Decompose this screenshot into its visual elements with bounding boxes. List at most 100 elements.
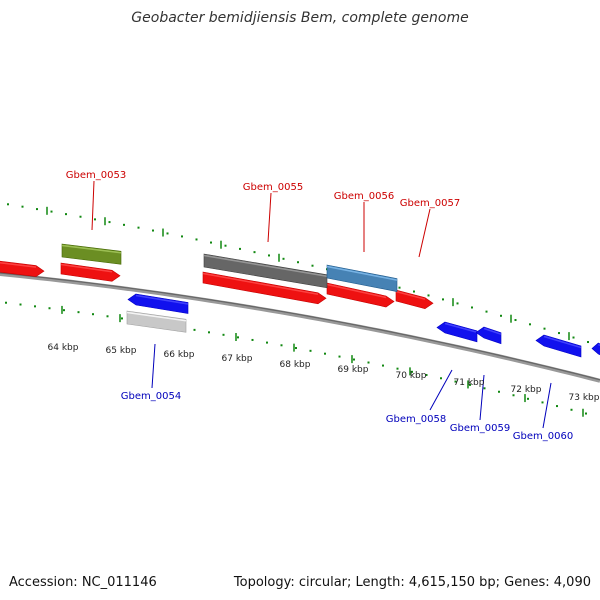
gene-feature-gbem-0056-highlight <box>326 283 387 299</box>
scale-dot <box>483 387 486 390</box>
scale-label-71: 71 kbp <box>454 378 485 388</box>
scale-dot <box>34 305 36 308</box>
leader-gbem-0057 <box>418 208 431 258</box>
scale-dot <box>251 338 254 341</box>
scale-dot <box>413 290 415 293</box>
scale-dot <box>456 302 459 305</box>
scale-dot <box>587 341 589 344</box>
scale-dot <box>123 223 125 226</box>
gene-label-gbem-0055[interactable]: Gbem_0055 <box>243 182 303 193</box>
gene-feature-gbem-0054-highlight <box>135 294 189 305</box>
scale-dot <box>500 314 502 317</box>
scale-dot <box>442 298 444 301</box>
gene-feature-gbem-0057 <box>395 289 434 310</box>
gene-label-gbem-0059[interactable]: Gbem_0059 <box>450 423 510 434</box>
gene-feature-gbem-0060-highlight <box>543 335 582 349</box>
scale-dot <box>512 394 515 397</box>
gene-label-gbem-0056[interactable]: Gbem_0056 <box>334 191 394 202</box>
scale-dot <box>427 294 430 297</box>
leader-gbem-0058 <box>429 369 453 411</box>
scale-dot <box>541 401 544 404</box>
scale-label-67: 67 kbp <box>222 354 253 364</box>
gene-feature-gbem-0056-body <box>326 282 395 308</box>
scale-dot <box>558 332 560 335</box>
leader-gbem-0059 <box>479 374 485 421</box>
scale-label-70: 70 kbp <box>396 371 427 381</box>
scale-dot <box>19 303 22 306</box>
gene-label-gbem-0057[interactable]: Gbem_0057 <box>400 198 460 209</box>
scale-dot <box>485 310 488 313</box>
feature-grey-gbem-0055 <box>203 253 328 289</box>
scale-dot <box>471 306 473 309</box>
genome-title: Geobacter bemidjiensis Bem, complete gen… <box>131 10 468 26</box>
gene-feature-gbem-0060-body <box>535 334 582 358</box>
scale-dot <box>21 205 24 208</box>
scale-dot <box>65 213 67 216</box>
scale-dot <box>398 286 401 289</box>
genome-backbone <box>0 272 600 383</box>
feature-steelblue-gbem-0056-body <box>326 264 398 292</box>
leader-gbem-0055 <box>267 192 272 243</box>
scale-dot <box>572 336 575 339</box>
gene-feature-gbem-0053-highlight <box>60 263 113 273</box>
scale-dot <box>324 352 326 355</box>
scale-dot <box>309 349 312 352</box>
scale-dot <box>570 408 573 411</box>
gene-feature-gbem-0059-highlight <box>483 327 502 335</box>
scale-label-64: 64 kbp <box>48 343 79 353</box>
scale-dot <box>208 331 210 334</box>
gene-feature-forward-0052-highlight <box>0 261 37 268</box>
scale-dot <box>239 247 241 250</box>
gene-feature-gbem-0061-body <box>591 342 600 356</box>
scale-dot <box>338 355 341 358</box>
scale-dot <box>195 238 198 241</box>
feature-grey-gbem-0055-body <box>203 253 328 289</box>
scale-dot <box>514 319 517 322</box>
scale-dot <box>543 327 546 330</box>
gene-feature-gbem-0055 <box>202 271 327 305</box>
scale-dot <box>529 323 531 326</box>
gene-feature-gbem-0061 <box>591 342 600 356</box>
gene-feature-gbem-0055-highlight <box>202 272 319 295</box>
scale-dot <box>367 361 370 364</box>
gene-label-gbem-0058[interactable]: Gbem_0058 <box>386 414 446 425</box>
scale-dot <box>237 336 239 339</box>
gene-label-gbem-0054[interactable]: Gbem_0054 <box>121 391 181 402</box>
gene-feature-gbem-0054-body <box>127 293 189 314</box>
scale-dot <box>222 333 225 336</box>
scale-dot <box>454 380 457 383</box>
gene-feature-gbem-0059-body <box>475 326 502 345</box>
gene-feature-gbem-0058-body <box>436 321 478 343</box>
feature-olive-gbem-0053-body <box>61 243 122 265</box>
scale-dot <box>527 397 529 400</box>
feature-grey-gbem-0055-highlight <box>203 254 328 278</box>
scale-dot <box>63 309 65 312</box>
scale-dot <box>295 347 297 350</box>
scale-dot <box>77 311 80 314</box>
scale-dot <box>266 341 268 344</box>
gene-feature-forward-0052-body <box>0 260 45 277</box>
genome-summary-text: Topology: circular; Length: 4,615,150 bp… <box>233 575 591 590</box>
gene-label-gbem-0060[interactable]: Gbem_0060 <box>513 431 573 442</box>
scale-dot <box>311 264 314 267</box>
feature-layer <box>0 180 600 429</box>
scale-label-73: 73 kbp <box>569 393 600 403</box>
scale-label-66: 66 kbp <box>164 350 195 360</box>
scale-dot <box>210 241 212 244</box>
scale-dot <box>425 374 428 377</box>
gene-feature-gbem-0056 <box>326 282 395 308</box>
feature-lightgrey-gbem-0054-highlight <box>126 311 187 322</box>
scale-dot <box>106 315 109 318</box>
gene-feature-gbem-0053-body <box>60 262 121 282</box>
scale-dot <box>396 367 399 370</box>
scale-dot <box>268 254 270 257</box>
gene-label-gbem-0053[interactable]: Gbem_0053 <box>66 170 126 181</box>
scale-dot <box>48 307 51 310</box>
gene-feature-gbem-0057-highlight <box>395 290 426 300</box>
feature-steelblue-gbem-0056-highlight <box>326 265 398 281</box>
accession-text: Accession: NC_011146 <box>9 575 157 590</box>
leader-gbem-0054 <box>151 343 156 389</box>
feature-olive-gbem-0053 <box>61 243 122 265</box>
feature-lightgrey-gbem-0054 <box>126 310 187 333</box>
